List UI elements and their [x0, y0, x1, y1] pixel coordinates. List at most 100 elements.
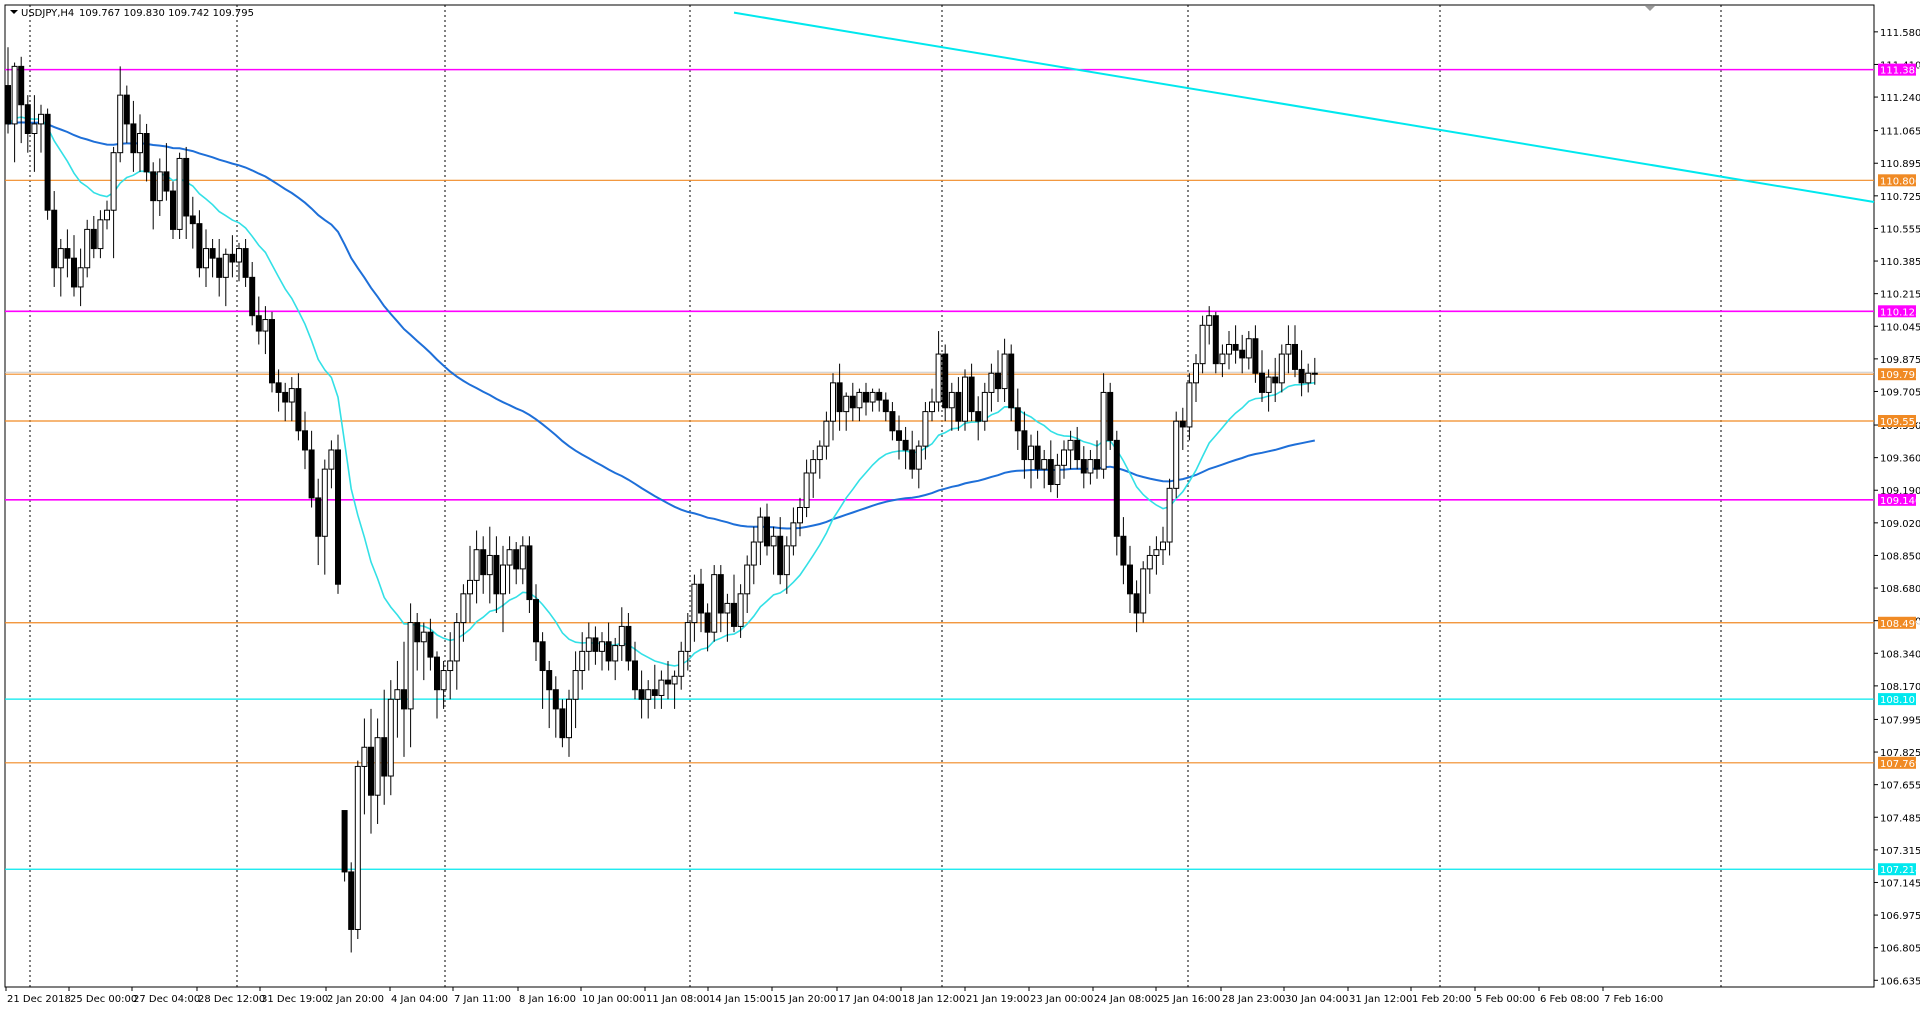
candle-body — [150, 171, 157, 202]
candle-body — [269, 319, 275, 384]
price-tag-label: 107.214 — [1880, 865, 1920, 876]
candle-body — [882, 399, 889, 413]
price-tag — [1878, 493, 1916, 506]
price-tag — [1878, 693, 1916, 706]
candle-body — [1259, 372, 1265, 393]
candle-body — [1285, 343, 1292, 355]
candle-body — [315, 497, 322, 537]
y-tick-label: 110.895 — [1880, 159, 1920, 170]
x-tick-label: 7 Jan 11:00 — [454, 994, 511, 1005]
candle-body — [1021, 430, 1028, 461]
price-axis: 111.580111.410111.240111.065110.895110.7… — [1874, 28, 1920, 987]
y-tick-label: 107.825 — [1880, 748, 1920, 759]
candle-body — [506, 549, 513, 566]
candle-body — [1206, 315, 1213, 326]
candle-body — [473, 549, 480, 581]
ma-fast-line — [7, 116, 1315, 667]
level-lines — [5, 68, 1874, 870]
price-tag-label: 109.795 — [1880, 370, 1920, 381]
candle-body — [361, 746, 368, 767]
x-tick-label: 31 Jan 12:00 — [1349, 994, 1412, 1005]
candle-body — [1186, 382, 1193, 428]
y-tick-label: 111.240 — [1880, 93, 1920, 104]
candle-body — [18, 65, 25, 106]
y-tick-label: 110.385 — [1880, 257, 1920, 268]
x-tick-label: 28 Dec 12:00 — [198, 994, 265, 1005]
x-tick-label: 28 Jan 23:00 — [1222, 994, 1285, 1005]
candle-body — [222, 253, 229, 278]
y-tick-label: 108.340 — [1880, 649, 1920, 660]
y-tick-label: 106.805 — [1880, 944, 1920, 955]
candle-body — [440, 670, 447, 691]
candle-body — [1140, 568, 1147, 614]
candle-body — [975, 411, 982, 422]
x-tick-label: 31 Dec 19:00 — [261, 994, 328, 1005]
dropdown-arrow-icon[interactable] — [10, 10, 18, 14]
x-tick-label: 21 Dec 2018 — [7, 994, 71, 1005]
candle-body — [407, 622, 414, 710]
y-tick-label: 107.655 — [1880, 781, 1920, 792]
candle-body — [216, 257, 223, 278]
shift-marker-icon[interactable] — [1645, 6, 1655, 11]
candle-body — [1107, 391, 1114, 441]
x-tick-label: 25 Dec 00:00 — [70, 994, 137, 1005]
candle-body — [737, 593, 744, 627]
candle-body — [1232, 343, 1239, 351]
candle-body — [38, 113, 44, 125]
candle-body — [625, 625, 632, 662]
candle-body — [420, 631, 427, 643]
y-tick-label: 106.635 — [1880, 976, 1920, 987]
y-tick-label: 109.190 — [1880, 486, 1920, 497]
trend-line — [733, 11, 1875, 203]
candle-body — [909, 449, 916, 470]
candle-body — [493, 554, 500, 595]
candle-body — [1212, 315, 1219, 365]
candle-body — [354, 765, 361, 930]
candle-body — [1041, 459, 1048, 470]
y-tick-label: 111.065 — [1880, 127, 1920, 138]
candle-body — [592, 637, 599, 652]
candle-body — [321, 468, 328, 537]
price-tag-label: 108.101 — [1880, 695, 1920, 706]
x-tick-label: 17 Jan 04:00 — [838, 994, 901, 1005]
candle-body — [1153, 549, 1160, 556]
candle-body — [1028, 445, 1034, 461]
candle-body — [665, 679, 671, 685]
candle-body — [922, 411, 929, 447]
candle-body — [876, 391, 883, 401]
candle-body — [328, 449, 335, 470]
y-tick-label: 109.020 — [1880, 519, 1920, 530]
y-tick-label: 109.875 — [1880, 355, 1920, 366]
candle-body — [849, 395, 856, 409]
candle-body — [981, 391, 988, 422]
price-tag-label: 111.383 — [1880, 66, 1920, 77]
y-tick-label: 108.850 — [1880, 551, 1920, 562]
candle-body — [1160, 541, 1166, 551]
symbol-label: USDJPY,H4 — [21, 8, 74, 19]
candle-body — [1305, 372, 1312, 384]
candle-body — [671, 675, 678, 685]
candle-body — [64, 248, 71, 259]
candle-body — [90, 228, 97, 250]
candle-body — [1087, 459, 1094, 474]
price-tags: 111.383 110.806 110.123 109.795 109.551 109.1… — [1878, 63, 1920, 876]
x-tick-label: 27 Dec 04:00 — [133, 994, 200, 1005]
candle-body — [163, 171, 170, 192]
candle-body — [249, 276, 256, 317]
candle-body — [579, 650, 586, 672]
candle-body — [1094, 459, 1100, 470]
candle-body — [1074, 439, 1081, 461]
price-tag — [1878, 415, 1916, 428]
candle-body — [209, 248, 216, 259]
candle-body — [71, 257, 77, 288]
candle-body — [869, 391, 876, 403]
y-tick-label: 107.485 — [1880, 813, 1920, 824]
candle-body — [1219, 353, 1226, 365]
x-tick-label: 2 Jan 20:00 — [327, 994, 384, 1005]
candle-body — [1298, 368, 1305, 384]
x-tick-label: 21 Jan 19:00 — [966, 994, 1029, 1005]
candle-body — [513, 549, 520, 570]
x-tick-label: 30 Jan 04:00 — [1285, 994, 1348, 1005]
